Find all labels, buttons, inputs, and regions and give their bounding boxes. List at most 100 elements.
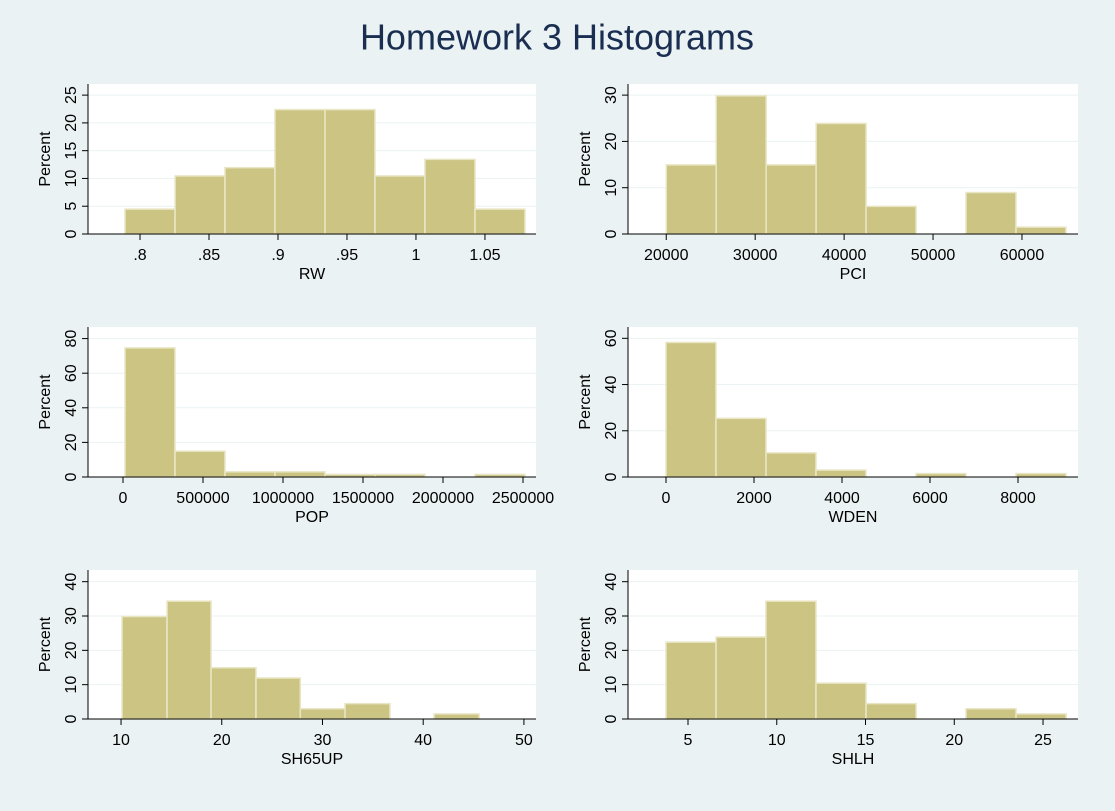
y-tick-label: 0 (63, 229, 80, 238)
x-axis-label: RW (299, 266, 326, 283)
bar (433, 713, 480, 720)
y-axis-label: Percent (37, 131, 54, 187)
y-tick-label: 30 (603, 86, 620, 104)
y-tick-label: 80 (63, 330, 80, 348)
y-tick-label: 20 (603, 641, 620, 659)
bar (174, 175, 226, 235)
y-tick-label: 25 (63, 86, 80, 104)
x-axis-label: POP (295, 509, 329, 526)
y-tick-label: 40 (63, 573, 80, 591)
bar (210, 666, 257, 720)
y-axis-label: Percent (37, 616, 54, 672)
bar (224, 166, 276, 235)
y-tick-label: 0 (63, 714, 80, 723)
bar (174, 450, 226, 478)
x-tick-label: 2000 (736, 490, 772, 507)
bar (665, 164, 717, 235)
x-tick-label: 15 (857, 732, 875, 749)
bar (424, 158, 476, 235)
bar (474, 208, 526, 235)
y-tick-label: 20 (603, 422, 620, 440)
x-tick-label: 10 (768, 732, 786, 749)
bar (166, 600, 212, 720)
y-tick-label: 60 (603, 329, 620, 347)
bar (815, 469, 867, 478)
x-tick-label: 20 (213, 732, 231, 749)
x-tick-label: 4000 (824, 490, 860, 507)
bar (224, 471, 276, 478)
y-tick-label: 0 (63, 472, 80, 481)
y-tick-label: 15 (63, 142, 80, 160)
y-tick-label: 10 (63, 169, 80, 187)
y-tick-label: 40 (603, 573, 620, 591)
y-axis-label: Percent (577, 374, 594, 430)
x-tick-label: 60000 (1000, 247, 1045, 264)
bar (715, 417, 767, 478)
y-tick-label: 10 (603, 179, 620, 197)
y-tick-label: 0 (603, 472, 620, 481)
x-tick-label: 1000000 (252, 490, 314, 507)
x-tick-label: 2000000 (412, 490, 474, 507)
x-tick-label: 0 (662, 490, 671, 507)
x-tick-label: 10 (112, 732, 130, 749)
bar (124, 347, 176, 478)
bar (274, 471, 326, 478)
bar (665, 641, 717, 720)
bar (1015, 713, 1067, 720)
y-axis-label: Percent (577, 616, 594, 672)
bar (1015, 226, 1067, 235)
bar (815, 122, 867, 235)
x-tick-label: 20 (945, 732, 963, 749)
x-tick-label: 50000 (911, 247, 956, 264)
x-tick-label: 6000 (912, 490, 948, 507)
bar (965, 707, 1017, 720)
y-tick-label: 30 (603, 607, 620, 625)
bar (124, 208, 176, 235)
y-tick-label: 40 (603, 376, 620, 394)
bar (715, 95, 767, 235)
y-tick-label: 60 (63, 364, 80, 382)
x-tick-label: .9 (271, 247, 284, 264)
x-tick-label: .85 (198, 247, 220, 264)
x-axis-label: WDEN (829, 509, 878, 526)
x-axis-label: SH65UP (281, 751, 343, 768)
y-tick-label: 10 (603, 676, 620, 694)
y-tick-label: 40 (63, 399, 80, 417)
bar (765, 164, 817, 235)
bar (255, 677, 302, 720)
bar (965, 191, 1017, 235)
y-tick-label: 0 (603, 714, 620, 723)
bar (121, 615, 168, 720)
bar (1015, 472, 1067, 478)
x-tick-label: 500000 (176, 490, 229, 507)
x-tick-label: 1500000 (332, 490, 394, 507)
x-tick-label: 1.05 (469, 247, 500, 264)
x-tick-label: .95 (336, 247, 358, 264)
y-tick-label: 10 (63, 676, 80, 694)
bar (324, 108, 376, 235)
x-tick-label: .8 (133, 247, 146, 264)
bar (344, 702, 391, 720)
bar (815, 682, 867, 720)
bar (374, 175, 426, 235)
chart-title: Homework 3 Histograms (360, 17, 754, 58)
x-tick-label: 5 (684, 732, 693, 749)
bar (274, 108, 326, 235)
x-tick-label: 40 (414, 732, 432, 749)
bar (865, 205, 917, 235)
x-tick-label: 50 (515, 732, 533, 749)
x-tick-label: 30 (314, 732, 332, 749)
bar (765, 600, 817, 720)
x-tick-label: 40000 (822, 247, 867, 264)
x-axis-label: PCI (840, 266, 867, 283)
x-tick-label: 8000 (1000, 490, 1036, 507)
y-tick-label: 20 (63, 114, 80, 132)
bar (665, 341, 717, 478)
y-axis-label: Percent (577, 131, 594, 187)
y-tick-label: 30 (63, 607, 80, 625)
y-tick-label: 0 (603, 229, 620, 238)
x-axis-label: SHLH (832, 751, 875, 768)
bar (765, 452, 817, 478)
x-tick-label: 25 (1034, 732, 1052, 749)
